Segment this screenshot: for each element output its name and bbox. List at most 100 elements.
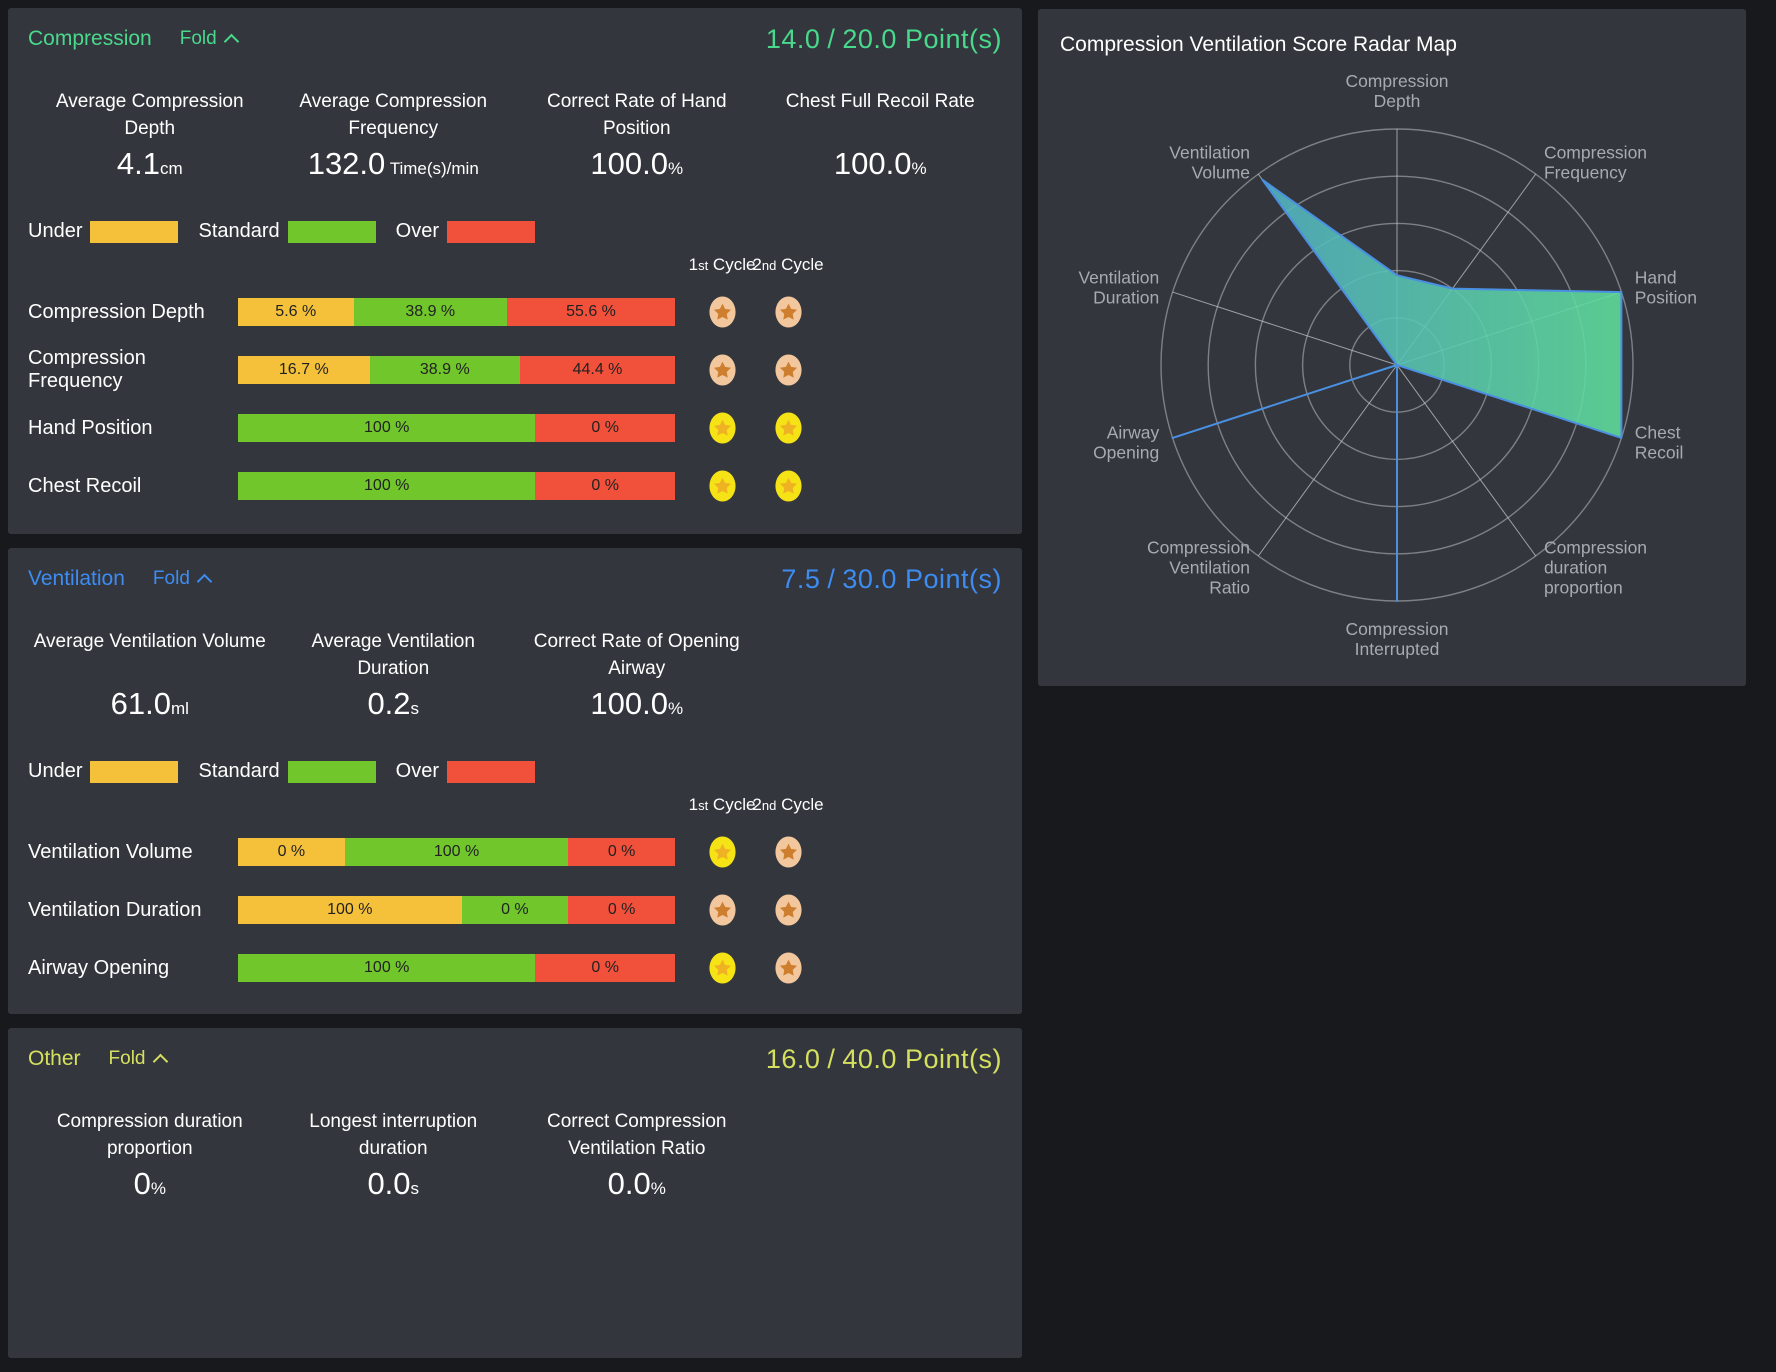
legend-swatch-standard (287, 760, 376, 783)
panel-score: 7.5/30.0 Point(s) (781, 564, 1002, 595)
legend-swatch-standard (287, 220, 376, 243)
row-label: Chest Recoil (28, 474, 142, 497)
metric-bar-row: Compression Depth 5.6 % 38.9 % 55.6 % (28, 295, 1002, 329)
bar-segment-standard: 38.9 % (369, 356, 520, 384)
metric-value: 61.0ml (110, 686, 189, 721)
metric: Average Compression Depth 4.1cm (28, 88, 272, 182)
medal-cell (689, 893, 755, 927)
fold-label: Fold (108, 1048, 146, 1069)
legend-swatch-under (90, 760, 179, 783)
radar-axis-label: Hand Position (1635, 268, 1697, 308)
points-label: Point(s) (904, 1043, 1002, 1074)
radar-axis-label: Compression Ventilation Ratio (1147, 537, 1250, 597)
score-separator: / (827, 23, 836, 54)
metric-bar-row: Ventilation Duration 100 % 0 % 0 % (28, 893, 1002, 927)
score-separator: / (827, 563, 836, 594)
radar-panel: Compression Ventilation Score Radar Map … (1038, 9, 1746, 686)
fold-button[interactable]: Fold (179, 28, 239, 50)
metric: Correct Compression Ventilation Ratio 0.0% (515, 1108, 759, 1202)
points-label: Point(s) (904, 563, 1002, 594)
legend-swatch-over (447, 220, 535, 243)
bronze-medal-icon (708, 354, 736, 386)
radar-title: Compression Ventilation Score Radar Map (1060, 33, 1457, 56)
metric: Chest Full Recoil Rate 100.0% (759, 88, 1003, 182)
metric-value: 0.0s (367, 1166, 420, 1201)
medal-cell (755, 411, 821, 445)
row-label: Compression Frequency (28, 347, 146, 392)
bar-segment-under: 0 % (238, 838, 345, 866)
metric-label: Correct Rate of Opening Airway (533, 631, 740, 679)
other-header: Other Fold 16.0/40.0 Point(s) (28, 1044, 1002, 1074)
metric-value: 100.0% (833, 146, 927, 181)
bronze-medal-icon (708, 296, 736, 328)
fold-button[interactable]: Fold (153, 568, 213, 590)
bar-segment-over: 0 % (535, 414, 675, 442)
legend-label: Standard (198, 760, 280, 782)
medal-cell (755, 951, 821, 985)
medal-cell (755, 295, 821, 329)
panel-score: 14.0/20.0 Point(s) (766, 24, 1002, 55)
legend-label: Over (395, 760, 439, 782)
medal-cell (689, 353, 755, 387)
bar-segment-standard: 100 % (238, 954, 536, 982)
medal-cell (755, 469, 821, 503)
metric-bar-row: Compression Frequency 16.7 % 38.9 % 44.4 % (28, 347, 1002, 392)
metric-label: Compression duration proportion (56, 1111, 243, 1159)
panel-title: Compression (28, 27, 152, 50)
score-value: 14.0 (765, 23, 821, 54)
ventilation-header: Ventilation Fold 7.5/30.0 Point(s) (28, 564, 1002, 594)
metric-value: 0.0% (607, 1166, 666, 1201)
fold-button[interactable]: Fold (108, 1048, 168, 1070)
bronze-medal-icon (708, 894, 736, 926)
metric-value: 4.1cm (116, 146, 183, 181)
bar-segment-over: 44.4 % (519, 356, 675, 384)
metric-bar-row: Hand Position 100 % 0 % (28, 411, 1002, 445)
bar-segment-over: 0 % (568, 838, 675, 866)
metric-label: Correct Compression Ventilation Ratio (547, 1111, 727, 1159)
metric-label: Average Ventilation Duration (311, 631, 475, 679)
metric-value: 100.0% (590, 146, 684, 181)
medal-cell (689, 411, 755, 445)
metric-label: Average Compression Depth (55, 91, 244, 139)
bar-segment-standard: 100 % (238, 472, 536, 500)
score-separator: / (827, 1043, 836, 1074)
metric: Longest interruption duration 0.0s (272, 1108, 516, 1202)
legend-label: Standard (198, 220, 280, 242)
score-max: 30.0 (842, 563, 897, 594)
stacked-bar: 100 % 0 % (238, 472, 675, 500)
chevron-up-icon (223, 33, 239, 50)
metric: Compression duration proportion 0% (28, 1108, 272, 1202)
row-label: Compression Depth (28, 300, 205, 323)
radar-axis-label: Compression duration proportion (1544, 537, 1647, 597)
metric-bar-row: Ventilation Volume 0 % 100 % 0 % (28, 835, 1002, 869)
row-label: Airway Opening (28, 956, 170, 979)
score-value: 7.5 (781, 563, 821, 594)
fold-label: Fold (179, 28, 217, 49)
left-column: Compression Fold 14.0/20.0 Point(s) Aver… (8, 8, 1022, 1372)
metric-value: 0% (133, 1166, 166, 1201)
other-panel: Other Fold 16.0/40.0 Point(s) Compressio… (8, 1028, 1022, 1358)
score-max: 40.0 (842, 1043, 897, 1074)
ventilation-panel: Ventilation Fold 7.5/30.0 Point(s) Avera… (8, 548, 1022, 1014)
gold-medal-icon (774, 470, 802, 502)
score-value: 16.0 (765, 1043, 821, 1074)
row-label: Ventilation Volume (28, 840, 193, 863)
compression-panel: Compression Fold 14.0/20.0 Point(s) Aver… (8, 8, 1022, 534)
bronze-medal-icon (774, 894, 802, 926)
panel-title: Ventilation (28, 567, 125, 590)
panel-title: Other (28, 1047, 81, 1070)
bronze-medal-icon (774, 296, 802, 328)
metric-value: 132.0 Time(s)/min (307, 146, 479, 181)
gold-medal-icon (708, 952, 736, 984)
stacked-bar: 16.7 % 38.9 % 44.4 % (238, 356, 675, 384)
metric-label: Correct Rate of Hand Position (546, 91, 727, 139)
bronze-medal-icon (774, 354, 802, 386)
radar-axis-label: Compression Depth (1345, 71, 1448, 111)
medal-cell (689, 835, 755, 869)
bar-segment-standard: 100 % (238, 414, 536, 442)
row-label: Hand Position (28, 416, 153, 439)
